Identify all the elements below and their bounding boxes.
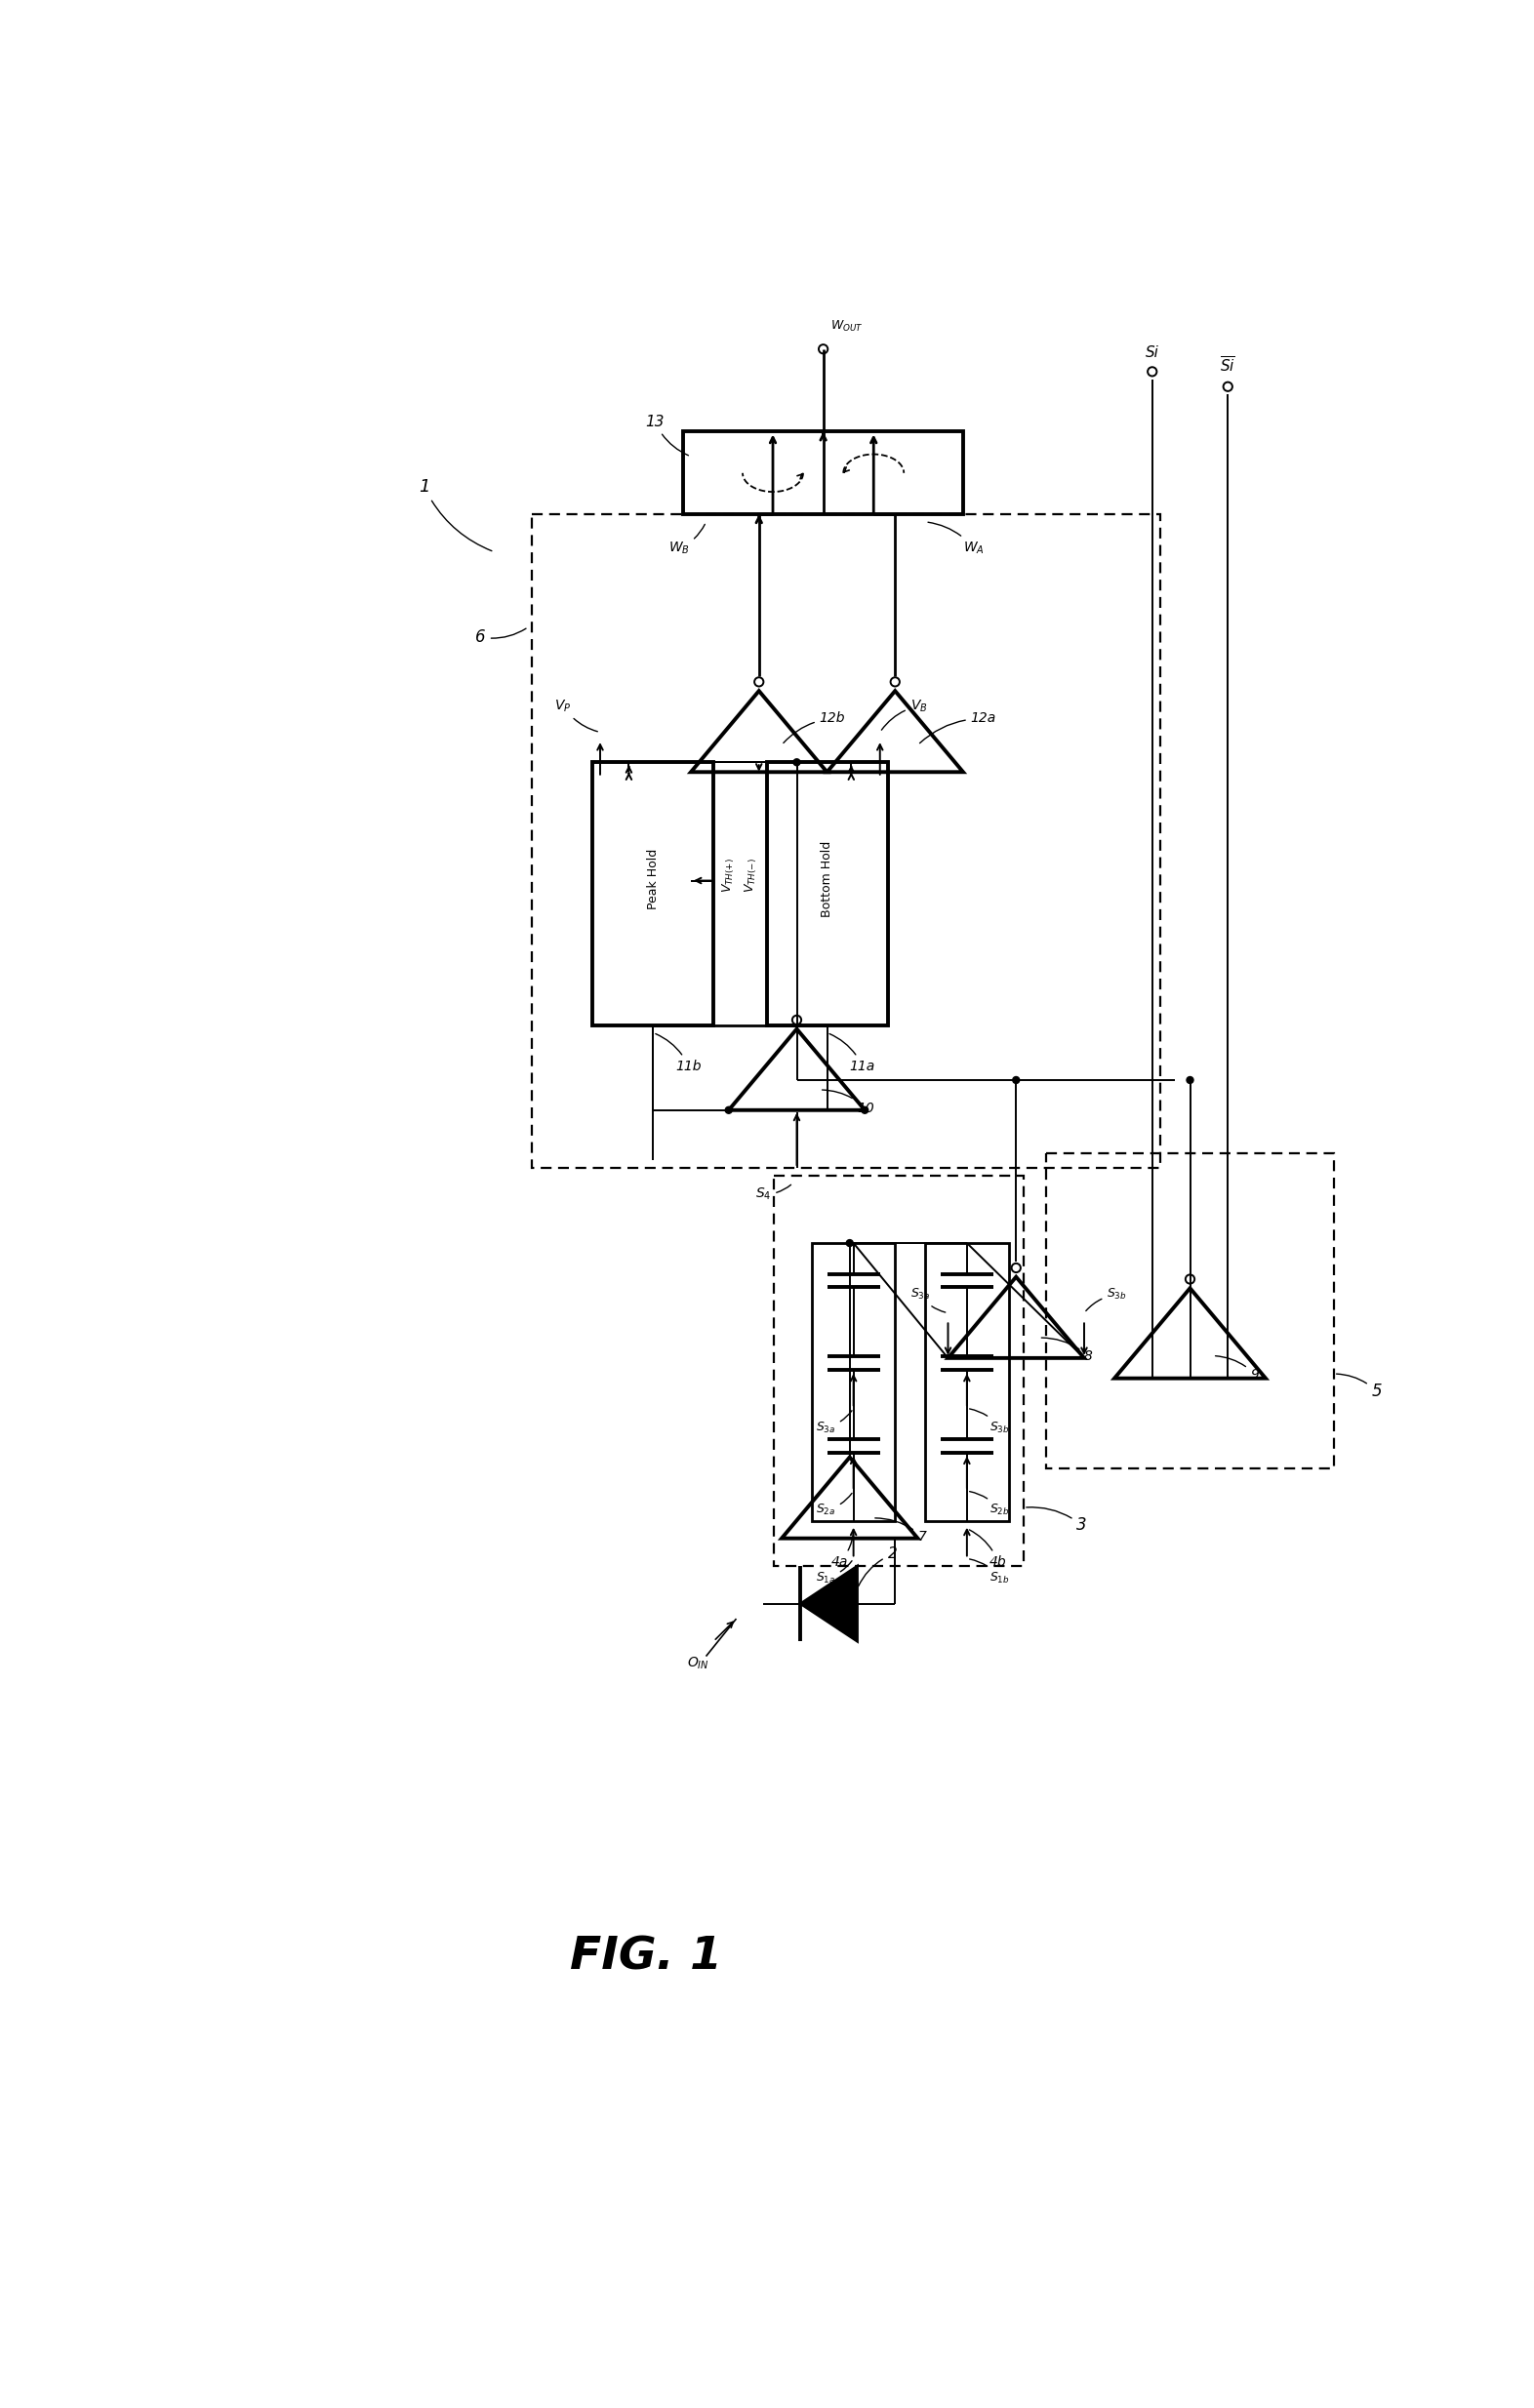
Text: 8: 8 [1042,1339,1092,1363]
Text: 5: 5 [1336,1375,1382,1399]
Circle shape [726,1108,732,1112]
Bar [775,1175,1023,1565]
Text: $W_B$: $W_B$ [669,525,704,556]
Bar [592,763,713,1026]
Text: 6: 6 [476,628,526,645]
Bar [767,763,888,1026]
Text: $S_{1a}$: $S_{1a}$ [816,1560,851,1584]
Text: 1: 1 [419,479,492,551]
Text: 11a: 11a [830,1033,876,1074]
Bar [532,515,1160,1168]
Circle shape [1187,1076,1193,1084]
Bar [683,431,963,515]
Bar [925,1243,1008,1522]
Bar [811,1243,894,1522]
Text: 13: 13 [646,414,689,455]
Text: $W_A$: $W_A$ [928,523,985,556]
Circle shape [793,759,801,766]
Bar [1046,1153,1333,1469]
Text: 4b: 4b [969,1529,1006,1570]
Circle shape [862,1108,868,1112]
Text: $\overline{Si}$: $\overline{Si}$ [1220,356,1235,376]
Circle shape [847,1240,853,1247]
Text: 9: 9 [1215,1356,1259,1382]
Text: Peak Hold: Peak Hold [647,848,660,910]
Text: 3: 3 [1026,1507,1088,1534]
Text: $S_4$: $S_4$ [755,1185,792,1202]
Text: $V_B$: $V_B$ [882,698,928,730]
Text: Si: Si [1146,347,1160,361]
Text: $S_{1b}$: $S_{1b}$ [969,1558,1009,1584]
Text: 7: 7 [874,1517,927,1544]
Text: 10: 10 [822,1091,874,1115]
Text: $S_{3a}$: $S_{3a}$ [816,1411,851,1435]
Text: FIG. 1: FIG. 1 [571,1936,723,1979]
Text: 12a: 12a [920,713,996,744]
Text: $S_{2a}$: $S_{2a}$ [816,1493,851,1517]
Text: $O_{IN}$: $O_{IN}$ [687,1654,709,1671]
Text: 2: 2 [859,1546,897,1587]
Text: 4a: 4a [831,1531,853,1570]
Text: 12b: 12b [784,713,845,744]
Text: $W_{OUT}$: $W_{OUT}$ [831,320,864,335]
Polygon shape [801,1565,858,1642]
Text: $S_{3b}$: $S_{3b}$ [1086,1288,1127,1310]
Text: Bottom Hold: Bottom Hold [821,840,833,917]
Text: 11b: 11b [655,1033,701,1074]
Text: $S_{3a}$: $S_{3a}$ [910,1288,945,1312]
Text: $V_{TH(+)}$: $V_{TH(+)}$ [721,857,738,893]
Circle shape [1012,1076,1020,1084]
Text: $S_{2b}$: $S_{2b}$ [969,1491,1009,1517]
Text: $V_{TH(-)}$: $V_{TH(-)}$ [742,857,759,893]
Text: $S_{3b}$: $S_{3b}$ [969,1409,1009,1435]
Text: $V_P$: $V_P$ [555,698,598,732]
